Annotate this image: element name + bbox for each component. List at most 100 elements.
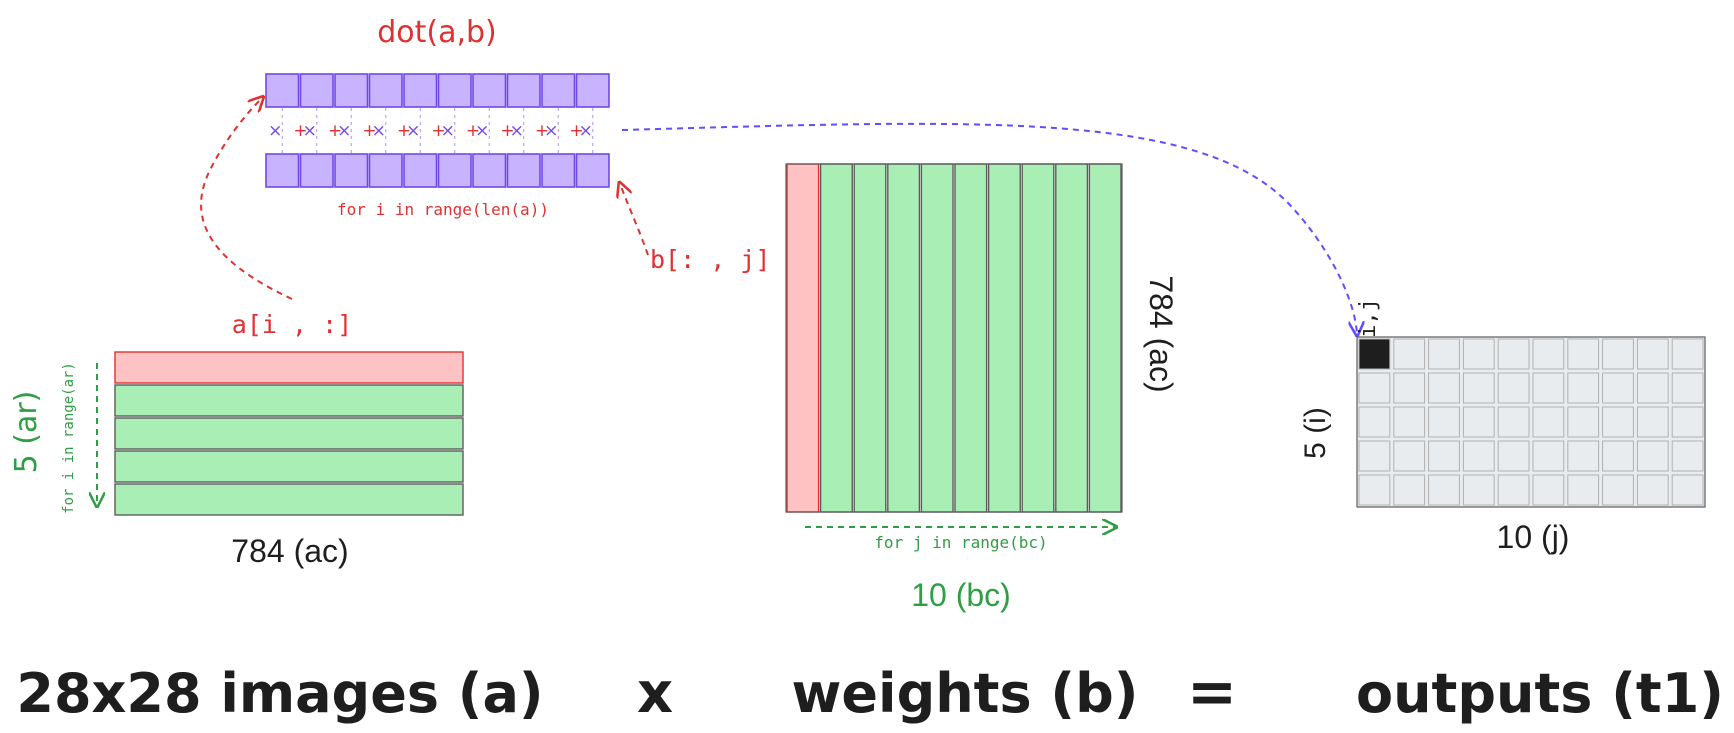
- output-cells: [1356, 336, 1706, 508]
- matrix-b-column: [887, 163, 921, 513]
- output-cell: [1636, 338, 1669, 370]
- times-op: ×: [303, 121, 317, 141]
- output-cell: [1567, 440, 1600, 472]
- vector-a-cell: [437, 73, 472, 108]
- output-cell: [1497, 406, 1530, 438]
- vector-b-cell: [506, 153, 541, 188]
- output-cell: [1462, 474, 1495, 506]
- output-cell: [1497, 440, 1530, 472]
- output-cell: [1636, 440, 1669, 472]
- output-cell: [1462, 440, 1495, 472]
- plus-op: +: [397, 121, 411, 141]
- output-cell: [1428, 474, 1460, 506]
- output-cell: [1671, 372, 1704, 404]
- dot-product-title: dot(a,b): [377, 15, 497, 50]
- b-slice-arrow: [620, 184, 649, 256]
- output-cell: [1428, 372, 1460, 404]
- matrix-b-columns: [785, 163, 1123, 513]
- vector-a-cell: [403, 73, 438, 108]
- vector-b-cell: [575, 153, 610, 188]
- output-cell: [1462, 338, 1495, 370]
- b-cols-label: 10 (bc): [911, 577, 1011, 613]
- vector-b-cell: [265, 153, 300, 188]
- vector-a-cell: [506, 73, 541, 108]
- times-op: ×: [372, 121, 386, 141]
- vector-a-cell: [575, 73, 610, 108]
- matrix-a-rows: [114, 351, 464, 516]
- output-cell: [1636, 372, 1669, 404]
- output-cell: [1497, 338, 1530, 370]
- output-cell: [1358, 372, 1391, 404]
- times-op: ×: [579, 121, 593, 141]
- matrix-b-column: [853, 163, 887, 513]
- output-cell: [1532, 338, 1565, 370]
- output-cell: [1567, 372, 1600, 404]
- output-cell: [1602, 372, 1634, 404]
- equation-term-b: weights (b): [792, 662, 1139, 725]
- times-op: ×: [475, 121, 489, 141]
- a-slice-arrow: [200, 98, 293, 300]
- matrix-output: i,j 5 (i) 10 (j): [1299, 298, 1706, 555]
- matrix-b-column-highlighted: [786, 163, 820, 513]
- output-cell: [1358, 406, 1391, 438]
- output-cell-label: i,j: [1356, 298, 1381, 338]
- output-cell: [1393, 440, 1426, 472]
- output-cell: [1602, 406, 1634, 438]
- output-cell: [1497, 474, 1530, 506]
- vector-a-row: [265, 73, 610, 108]
- times-op: ×: [406, 121, 420, 141]
- output-cell: [1636, 474, 1669, 506]
- times-op: ×: [510, 121, 524, 141]
- equation: 28x28 images (a) x weights (b) = outputs…: [16, 657, 1724, 727]
- a-rows-loop-label: for i in range(ar): [61, 362, 77, 514]
- vector-a-cell: [265, 73, 300, 108]
- a-row-slice-label: a[i , :]: [232, 310, 352, 339]
- equation-term-a: 28x28 images (a): [16, 662, 543, 725]
- output-cell: [1393, 406, 1426, 438]
- vector-b-cell: [472, 153, 507, 188]
- a-cols-label: 784 (ac): [231, 533, 348, 569]
- matrix-a: a[i , :] 5 (ar) for i in range(ar) 784 (…: [9, 310, 464, 569]
- output-cell: [1567, 474, 1600, 506]
- output-cell: [1567, 338, 1600, 370]
- output-cell: [1497, 372, 1530, 404]
- output-cell: [1462, 372, 1495, 404]
- b-column-slice-label: b[: , j]: [650, 245, 770, 274]
- vector-a-cell: [368, 73, 403, 108]
- output-cell: [1393, 338, 1426, 370]
- matrix-a-row: [114, 450, 464, 483]
- times-op: ×: [268, 121, 282, 141]
- b-rows-label: 784 (ac): [1143, 275, 1179, 392]
- plus-op: +: [328, 121, 342, 141]
- vector-b-cell: [368, 153, 403, 188]
- matrix-b-frame: [785, 163, 1123, 513]
- output-cell: [1428, 406, 1460, 438]
- plus-op: +: [293, 121, 307, 141]
- plus-op: +: [466, 121, 480, 141]
- plus-op: +: [500, 121, 514, 141]
- output-cols-label: 10 (j): [1497, 519, 1570, 555]
- output-cell: [1532, 474, 1565, 506]
- output-cell: [1602, 440, 1634, 472]
- b-cols-loop-label: for j in range(bc): [874, 533, 1047, 552]
- matrix-b-column: [1088, 163, 1122, 513]
- output-cell: [1462, 406, 1495, 438]
- output-cell: [1532, 372, 1565, 404]
- matrix-b-column: [987, 163, 1021, 513]
- matrix-b-column: [954, 163, 988, 513]
- vector-a-cell: [299, 73, 334, 108]
- dot-product-group: dot(a,b) × +× +× +× +× +× +× +× +× +× for i in ra…: [265, 15, 770, 274]
- vector-b-cell: [437, 153, 472, 188]
- equation-times: x: [637, 661, 673, 726]
- result-arrow: [621, 122, 1357, 334]
- output-cell: [1393, 474, 1426, 506]
- output-cell: [1671, 338, 1704, 370]
- vector-b-cell: [334, 153, 369, 188]
- plus-op: +: [569, 121, 583, 141]
- matrix-b-column: [920, 163, 954, 513]
- matrix-a-row: [114, 483, 464, 516]
- plus-op: +: [362, 121, 376, 141]
- matrix-a-row-highlighted: [114, 351, 464, 384]
- vector-operations: × +× +× +× +× +× +× +× +× +×: [268, 108, 594, 153]
